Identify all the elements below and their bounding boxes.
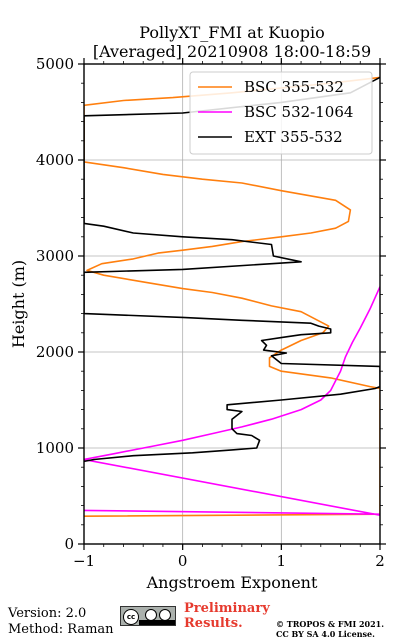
chart-title-line-1: PollyXT_FMI at Kuopio [139, 23, 325, 42]
cc-license-badge: cc [120, 606, 176, 626]
preliminary-notice: Preliminary Results. [184, 601, 270, 631]
y-axis-label: Height (m) [9, 260, 28, 348]
y-tick-label: 5000 [36, 55, 74, 73]
plot-frame [83, 63, 381, 545]
series-layer [84, 76, 380, 517]
legend-label-bsc-355-532: BSC 355-532 [244, 78, 344, 96]
cc-icon: cc [123, 609, 139, 625]
badge-strip [139, 620, 175, 625]
preliminary-line-2: Results. [184, 616, 243, 631]
x-tick-label: 0 [178, 552, 188, 570]
legend-label-bsc-532-1064: BSC 532-1064 [244, 103, 353, 121]
x-tick-label: 2 [375, 552, 385, 570]
copyright-notice: © TROPOS & FMI 2021. CC BY SA 4.0 Licens… [276, 619, 384, 639]
x-tick-label: −1 [73, 552, 95, 570]
legend: BSC 355-532 BSC 532-1064 EXT 355-532 [189, 71, 373, 155]
y-tick-label: 0 [64, 535, 74, 553]
y-tick-label: 1000 [36, 439, 74, 457]
angstroem-profile-chart: PollyXT_FMI at Kuopio [Averaged] 2021090… [9, 23, 386, 592]
chart-title-line-2: [Averaged] 20210908 18:00-18:59 [93, 42, 371, 61]
y-tick-label: 3000 [36, 247, 74, 265]
series-line-bsc-532-1064 [84, 286, 380, 517]
copyright-line-1: © TROPOS & FMI 2021. [276, 619, 385, 629]
preliminary-line-1: Preliminary [184, 601, 270, 616]
x-axis-label: Angstroem Exponent [146, 573, 318, 592]
series-line-ext-355-532 [84, 76, 380, 463]
method-text: Method: Raman [8, 622, 114, 637]
y-tick-label: 4000 [36, 151, 74, 169]
version-text: Version: 2.0 [8, 606, 87, 621]
legend-label-ext-355-532: EXT 355-532 [244, 128, 343, 146]
y-tick-label: 2000 [36, 343, 74, 361]
x-tick-label: 1 [277, 552, 287, 570]
legend-box [189, 71, 373, 155]
copyright-line-2: CC BY SA 4.0 License. [276, 629, 375, 639]
